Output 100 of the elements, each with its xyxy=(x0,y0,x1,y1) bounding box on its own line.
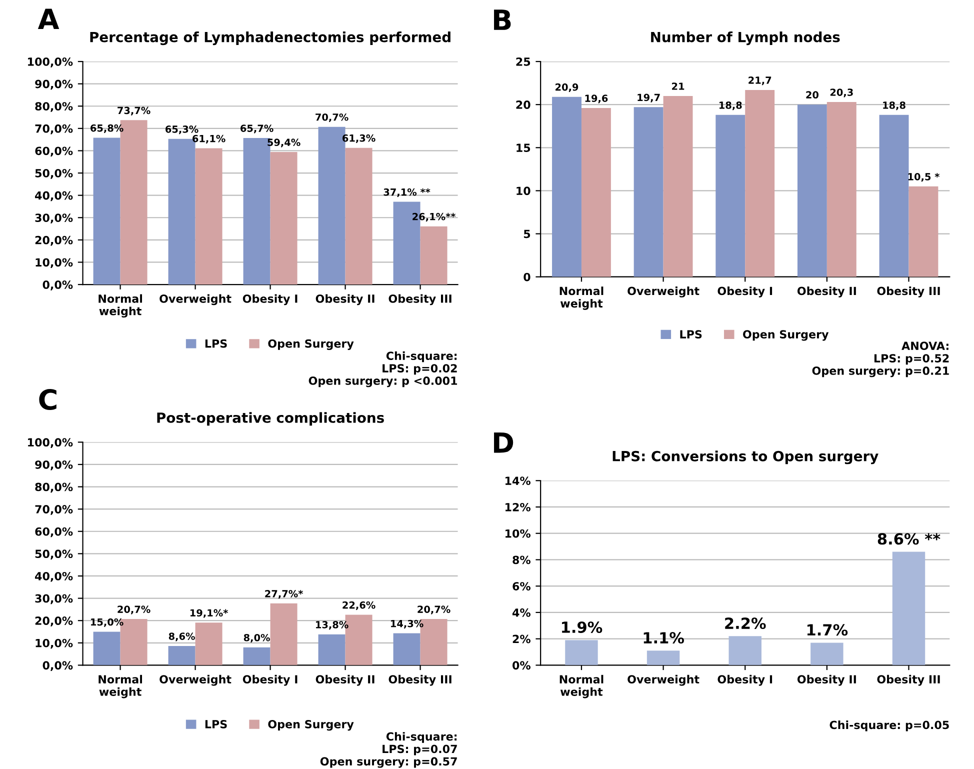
x-tick-label: Normal weight xyxy=(98,294,142,318)
bar xyxy=(646,650,680,666)
bar xyxy=(243,647,270,666)
bar xyxy=(634,107,664,277)
y-tick-label: 5 xyxy=(524,230,530,238)
y-tick-label: 20,0% xyxy=(35,236,73,246)
x-tick-label: Obesity II xyxy=(797,674,856,686)
chart-title: Percentage of Lymphadenectomies performed xyxy=(90,32,450,46)
data-label: 20,3 xyxy=(830,88,853,98)
x-tick-label: Overweight xyxy=(628,286,700,298)
y-tick-label: 2% xyxy=(512,634,530,644)
y-tick-label: 50,0% xyxy=(35,550,73,560)
x-tick-label: Obesity III xyxy=(877,286,940,298)
bar xyxy=(195,148,222,285)
bar xyxy=(195,622,222,666)
y-tick-label: 0,0% xyxy=(42,661,73,671)
data-label: 19,7 xyxy=(638,94,660,102)
y-tick-label: 0% xyxy=(512,661,530,670)
data-label: 1.1% xyxy=(644,632,684,644)
text: C xyxy=(39,389,56,410)
x-tick-label: Overweight xyxy=(628,674,700,686)
data-label: 65,7% xyxy=(240,124,274,134)
y-tick-label: 30,0% xyxy=(35,214,73,224)
y-tick-label: 14% xyxy=(506,476,530,486)
legend-label: Open Surgery xyxy=(268,720,354,731)
data-label: 20,7% xyxy=(418,606,450,614)
bar xyxy=(663,96,693,277)
chart-title: LPS: Conversions to Open surgery xyxy=(612,450,878,464)
bar xyxy=(728,636,762,666)
x-tick-label: Obesity I xyxy=(242,294,298,306)
data-label: 26,1%** xyxy=(412,212,456,222)
data-label: 20 xyxy=(806,91,818,99)
y-tick-label: 60,0% xyxy=(35,527,73,538)
data-label: 1.9% xyxy=(562,621,602,634)
text: A xyxy=(38,8,60,29)
y-tick-label: 0 xyxy=(524,272,530,282)
legend-label: LPS xyxy=(205,720,227,728)
y-tick-label: 20 xyxy=(516,100,530,109)
text: Chi-square: LPS: p=0.02 Open surgery: p <0.001 xyxy=(308,351,458,388)
y-tick-label: 50,0% xyxy=(35,169,73,179)
data-label: 14,3% xyxy=(391,620,424,628)
y-tick-label: 60,0% xyxy=(35,146,73,157)
bar xyxy=(345,148,372,285)
data-label: 15,0% xyxy=(91,618,124,627)
data-label: 8,6% xyxy=(168,632,195,642)
y-tick-label: 40,0% xyxy=(35,191,73,202)
bar xyxy=(810,642,844,666)
bar xyxy=(892,552,926,666)
data-label: 65,3% xyxy=(166,126,198,134)
y-tick-label: 100,0% xyxy=(28,57,73,68)
y-tick-label: 10% xyxy=(506,529,530,538)
y-tick-label: 90,0% xyxy=(35,460,73,470)
y-tick-label: 8% xyxy=(512,556,530,564)
bar xyxy=(565,640,598,666)
y-tick-label: 4% xyxy=(512,608,530,617)
y-tick-label: 70,0% xyxy=(35,124,73,134)
bar xyxy=(393,633,420,666)
text: ANOVA: LPS: p=0.52 Open surgery: p=0.21 xyxy=(812,342,949,378)
text: B xyxy=(494,10,511,30)
data-label: 18,8 xyxy=(719,102,742,110)
x-tick-label: Normal weight xyxy=(98,674,142,698)
data-label: 19,6 xyxy=(585,94,608,104)
bar xyxy=(93,138,120,285)
bar xyxy=(797,104,827,277)
data-label: 2.2% xyxy=(725,618,766,630)
x-tick-label: Normal weight xyxy=(560,286,604,310)
bar xyxy=(270,152,298,285)
bar xyxy=(745,90,775,277)
data-label: 21,7 xyxy=(748,76,772,86)
bar xyxy=(826,102,856,277)
bar xyxy=(318,634,346,666)
data-label: 65,8% xyxy=(90,124,124,133)
bar xyxy=(552,96,582,277)
x-tick-label: Obesity I xyxy=(718,286,772,298)
data-label: 37,1% ** xyxy=(384,188,430,197)
data-label: 8,0% xyxy=(244,634,270,643)
data-label: 18,8 xyxy=(883,102,906,110)
x-tick-label: Obesity I xyxy=(242,674,298,686)
data-label: 73,7% xyxy=(118,106,150,116)
y-tick-label: 80,0% xyxy=(35,482,73,493)
x-tick-label: Obesity I xyxy=(718,674,772,686)
legend-label: Open Surgery xyxy=(743,330,829,341)
y-tick-label: 20,0% xyxy=(35,616,73,626)
bar xyxy=(270,603,298,666)
bar xyxy=(581,108,611,277)
data-label: 21 xyxy=(672,82,684,90)
x-tick-label: Overweight xyxy=(160,674,232,686)
x-tick-label: Obesity II xyxy=(797,286,856,298)
y-tick-label: 0,0% xyxy=(42,280,73,290)
y-tick-label: 30,0% xyxy=(35,594,73,604)
data-label: 13,8% xyxy=(316,621,348,630)
x-tick-label: Normal weight xyxy=(560,674,604,698)
data-label: 19,1%* xyxy=(190,609,228,618)
x-tick-label: Obesity III xyxy=(388,294,452,306)
y-tick-label: 100,0% xyxy=(28,438,73,448)
y-tick-label: 80,0% xyxy=(35,102,73,112)
x-tick-label: Obesity III xyxy=(388,674,452,686)
bar xyxy=(168,646,196,666)
legend-label: LPS xyxy=(205,339,227,348)
data-label: 61,1% xyxy=(192,134,226,144)
